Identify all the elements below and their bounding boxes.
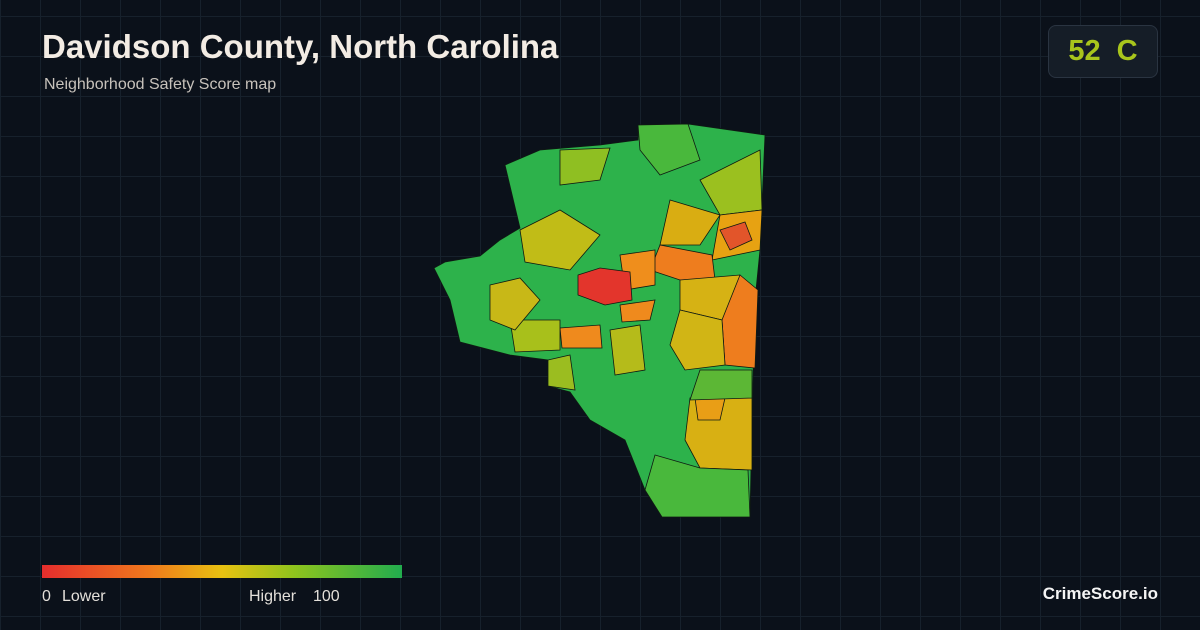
legend-max: 100 [313, 588, 340, 605]
district [659, 199, 721, 246]
legend-min-label: Lower [62, 588, 106, 605]
brand: CrimeScore.io [1042, 584, 1158, 603]
subtitle: Neighborhood Safety Score map [44, 76, 277, 93]
score-value: 52 [1068, 35, 1101, 67]
legend-max-label: Higher [249, 588, 297, 605]
score-badge: 52 C [1048, 25, 1158, 78]
district [719, 221, 753, 251]
district [559, 147, 611, 186]
district [547, 354, 576, 391]
legend-gradient [42, 565, 402, 578]
district [609, 324, 646, 376]
district [619, 299, 656, 323]
district [694, 397, 726, 421]
district [637, 123, 701, 176]
district [669, 309, 726, 371]
district [559, 324, 603, 349]
district [689, 369, 753, 401]
score-grade: C [1116, 35, 1138, 67]
district [577, 267, 633, 306]
district [519, 209, 601, 271]
title: Davidson County, North Carolina [42, 28, 559, 65]
district [489, 277, 541, 331]
district [721, 274, 759, 369]
district [644, 454, 751, 518]
legend-min: 0 [42, 588, 51, 605]
district [509, 319, 561, 353]
